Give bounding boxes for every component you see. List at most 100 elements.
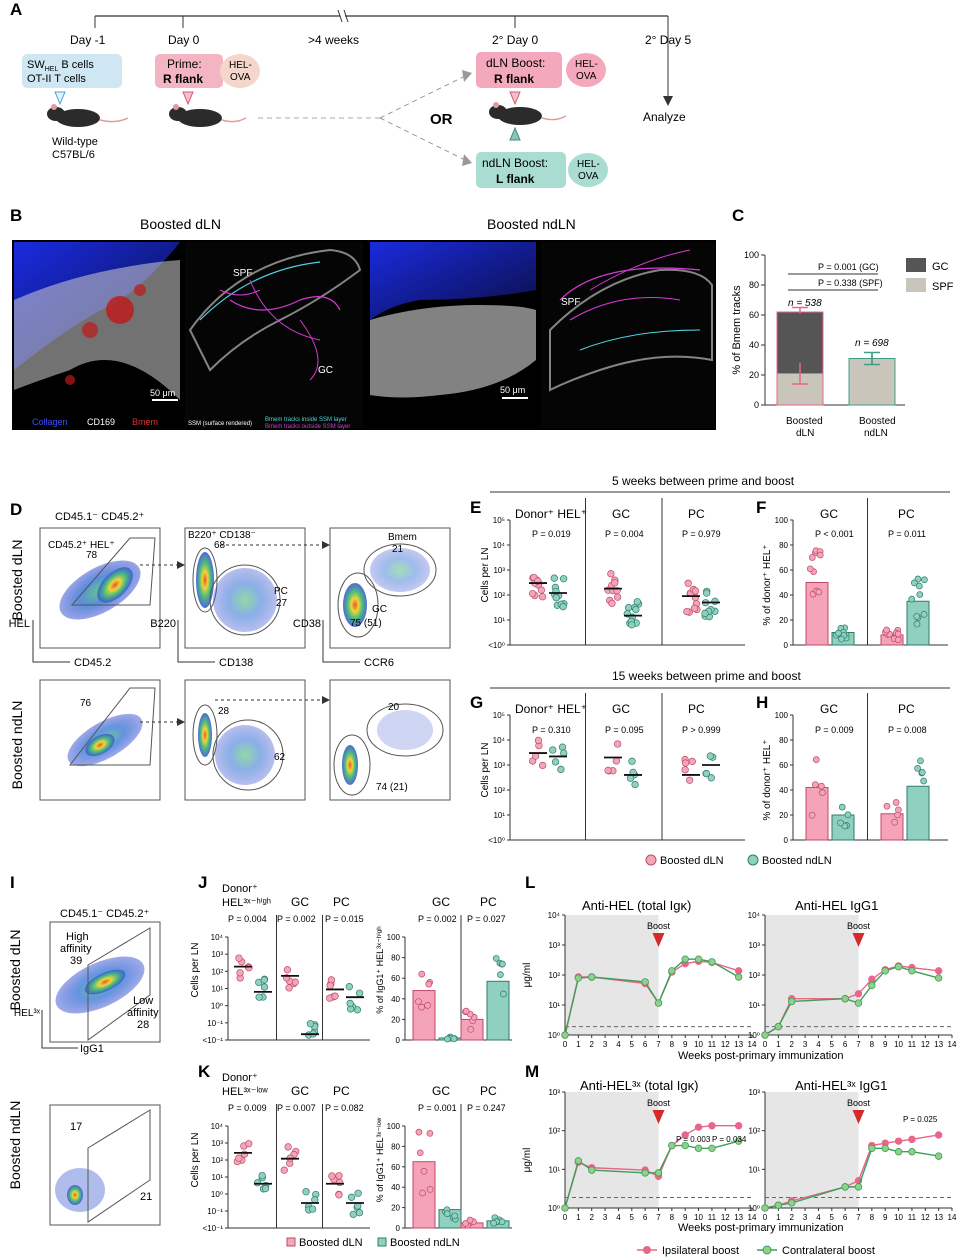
e-dot <box>683 607 691 616</box>
d-ax-cd138: CD138 <box>219 657 253 669</box>
panel-h: H GC PC P = 0.009 P = 0.008 % of donor⁺ … <box>756 693 948 845</box>
f-dot <box>920 610 928 618</box>
f-dot <box>815 588 823 596</box>
m2-chart-point <box>934 1152 943 1160</box>
l1-chart-boost-label: Boost <box>647 921 671 931</box>
m1-chart-point <box>694 1123 703 1131</box>
g-dot <box>538 761 547 770</box>
j-gc: GC <box>291 895 309 909</box>
l2-chart-tick-label: 10² <box>748 971 760 980</box>
panel-letter-k: K <box>198 1062 211 1081</box>
k-tick-label: 10³ <box>211 1139 223 1148</box>
j-tick-label: 10³ <box>211 950 223 959</box>
d-ax-cd452: CD45.2 <box>74 657 111 669</box>
e-p3: P = 0.979 <box>682 529 721 539</box>
i-row-dln: Boosted dLN <box>7 930 23 1011</box>
e-p2: P = 0.004 <box>605 529 644 539</box>
g-axis: 10⁵ 10⁴ 10³ 10² 10¹ <10⁰ <box>488 693 745 845</box>
h-dot <box>883 802 891 810</box>
k2-dot <box>498 1218 506 1226</box>
h-bar <box>880 813 904 841</box>
panel-letter-i: I <box>10 873 15 892</box>
m2-chart-point <box>908 1135 916 1144</box>
l2-chart-point <box>854 990 863 998</box>
panel-letter-c: C <box>732 206 744 225</box>
g-dots <box>528 736 720 789</box>
e-dot <box>550 574 558 582</box>
k-donor: Donor⁺ <box>222 1072 258 1084</box>
ndln-boost-site: L flank <box>496 172 535 186</box>
j-dot <box>326 982 334 990</box>
l1-chart-xtick-label: 0 <box>563 1040 568 1049</box>
d-gate-b220: B220⁺ CD138⁻ <box>188 530 256 541</box>
i-pct-17: 17 <box>70 1121 82 1133</box>
day-minus-1: Day -1 <box>70 33 106 47</box>
k-dot <box>355 1209 364 1217</box>
boosted-ndln-title: Boosted ndLN <box>487 216 576 232</box>
panel-letter-j: J <box>198 873 207 892</box>
h-dot <box>818 782 825 790</box>
k-p3: P = 0.082 <box>325 1103 364 1113</box>
l2-chart-tick-label: 10¹ <box>748 1001 760 1010</box>
e-dot <box>691 587 700 595</box>
h-dot <box>920 777 927 785</box>
k-dot <box>253 1179 262 1187</box>
panel-letter-l: L <box>525 873 535 892</box>
f-bars <box>805 547 930 646</box>
m1-chart-prime-shade <box>565 1092 659 1208</box>
l1-chart-xtick-label: 14 <box>748 1040 757 1049</box>
f-ylabel: % of donor⁺ HEL⁺ <box>762 544 773 625</box>
k2-dot <box>426 1186 434 1193</box>
k-ylabel2: % of IgG1⁺ HEL³ˣ⁻ˡᵒʷ <box>375 1117 385 1202</box>
f-dot <box>913 620 921 628</box>
panel-f: F GC PC P < 0.001 P = 0.011 % of donor⁺ … <box>756 498 948 650</box>
g-tick-label: <10⁰ <box>488 836 505 845</box>
micrograph-dln-tracks: SPF GC <box>185 242 363 428</box>
m2-chart-point <box>934 1131 943 1139</box>
e-dot <box>613 593 622 601</box>
l2-chart-boost-label: Boost <box>847 921 871 931</box>
f-tick-label: 100 <box>775 516 789 525</box>
day-0: Day 0 <box>168 33 200 47</box>
l1-chart-series-line <box>564 958 739 1036</box>
i-affinity-2: affinity <box>127 1007 159 1019</box>
l1-chart-point <box>641 978 649 986</box>
l2-chart-point <box>908 967 916 975</box>
j-tick-label: 10⁰ <box>211 1002 223 1011</box>
j2-gc: GC <box>432 895 450 909</box>
l2-chart-point <box>761 1031 769 1039</box>
c-n-ndln: n = 698 <box>855 338 889 349</box>
g-dot <box>628 757 636 765</box>
m-title-1: Anti-HEL³ˣ (total Igκ) <box>580 1078 698 1093</box>
d-pct-74: 74 (21) <box>376 782 408 793</box>
m2-chart-xtick-label: 4 <box>816 1213 821 1222</box>
panel-i: I CD45.1⁻ CD45.2⁺ Boosted dLN Boosted nd… <box>7 873 161 1226</box>
k2-dot <box>443 1210 451 1217</box>
h-dot <box>844 811 852 819</box>
i-high: High <box>66 931 89 943</box>
d-header: CD45.1⁻ CD45.2⁺ <box>55 511 144 523</box>
m1-chart-xtick-label: 13 <box>734 1213 743 1222</box>
i-ax-x: IgG1 <box>80 1043 104 1055</box>
l1-chart-xtick-label: 7 <box>656 1040 661 1049</box>
k-dot <box>258 1171 266 1180</box>
dln-marker <box>509 91 521 106</box>
j2-bar <box>486 980 510 1041</box>
k-tick-label: 10² <box>211 1156 223 1165</box>
g-tick-label: 10³ <box>493 761 505 770</box>
l2-chart-point <box>774 1022 783 1031</box>
g-dot <box>612 757 621 765</box>
j2-bars <box>412 955 510 1043</box>
h-tick-label: 100 <box>775 711 789 720</box>
m2-chart-point <box>841 1183 849 1191</box>
m1-chart-tick-label: 10¹ <box>548 1165 560 1174</box>
j2-dot <box>425 980 433 988</box>
ndln-boost-box <box>476 152 566 188</box>
l1-chart-point <box>668 967 676 975</box>
l-ylabel: μg/ml <box>522 963 533 988</box>
m1-chart-xtick-label: 0 <box>563 1213 568 1222</box>
l2-chart-point <box>841 995 849 1003</box>
e-header: 5 weeks between prime and boost <box>612 474 795 488</box>
h-tick-label: 20 <box>779 811 788 820</box>
